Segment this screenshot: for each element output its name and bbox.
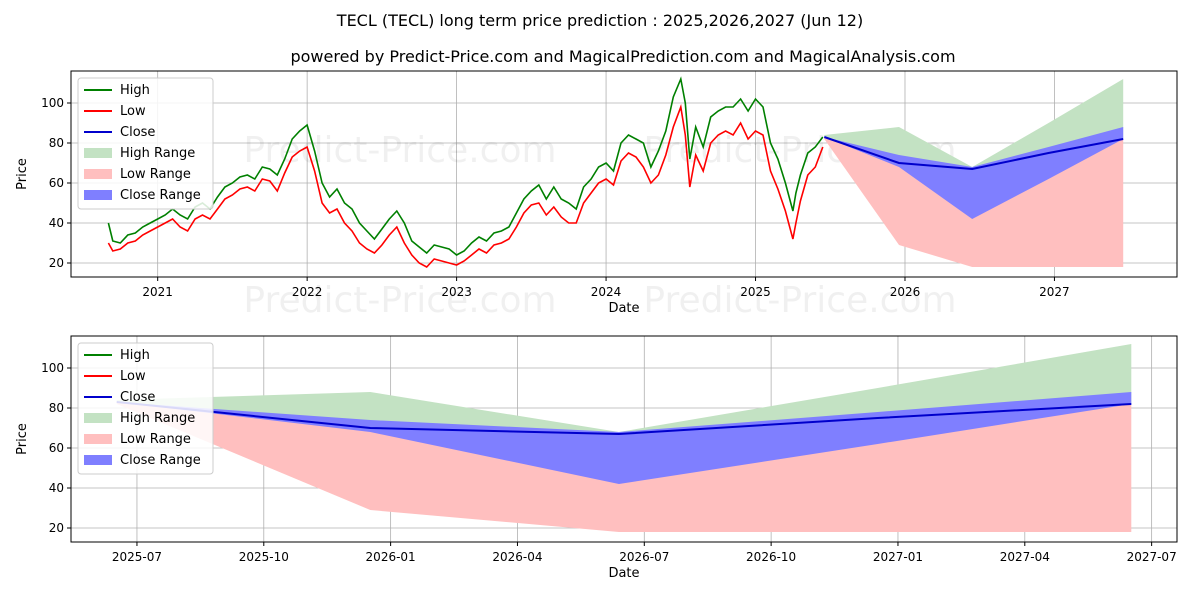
top-legend-label: High Range bbox=[120, 146, 195, 161]
bottom-high-range-area bbox=[116, 344, 1132, 434]
bottom-x-tick-label: 2027-07 bbox=[1127, 550, 1177, 564]
bottom-y-tick-label: 80 bbox=[49, 401, 64, 415]
top-legend-label: Low bbox=[120, 104, 146, 119]
chart-subtitle: powered by Predict-Price.com and Magical… bbox=[290, 47, 955, 66]
bottom-legend-swatch bbox=[84, 413, 112, 423]
top-y-tick-label: 60 bbox=[49, 176, 64, 190]
top-axes-frame bbox=[70, 70, 1178, 278]
top-x-tick-label: 2027 bbox=[1039, 285, 1070, 299]
top-y-tick-label: 80 bbox=[49, 136, 64, 150]
top-y-tick-label: 40 bbox=[49, 216, 64, 230]
top-y-tick-label: 20 bbox=[49, 256, 64, 270]
top-x-tick-label: 2024 bbox=[591, 285, 622, 299]
top-legend-swatch bbox=[84, 169, 112, 179]
bottom-legend-swatch bbox=[84, 434, 112, 444]
top-low-series bbox=[107, 103, 824, 268]
top-high-range-area bbox=[824, 79, 1124, 169]
top-legend-label: Close Range bbox=[120, 188, 201, 203]
bottom-legend-label: High bbox=[120, 348, 150, 363]
top-close-forecast-line bbox=[823, 136, 1124, 171]
top-legend-swatch bbox=[84, 148, 112, 158]
top-legend-label: Low Range bbox=[120, 167, 191, 182]
bottom-x-axis-label: Date bbox=[608, 566, 639, 581]
bottom-legend-swatch bbox=[84, 455, 112, 465]
top-watermark: Predict-Price.com bbox=[643, 280, 956, 321]
top-x-tick-label: 2021 bbox=[142, 285, 173, 299]
top-panel: Predict-Price.com Predict-Price.com Predic… bbox=[15, 70, 1178, 321]
bottom-panel: Predict-Price.comPredict-Price.com2025-0… bbox=[15, 335, 1178, 581]
bottom-x-tick-label: 2027-01 bbox=[873, 550, 923, 564]
bottom-y-tick-label: 60 bbox=[49, 441, 64, 455]
top-close-range-area bbox=[824, 127, 1124, 219]
bottom-legend-label: High Range bbox=[120, 411, 195, 426]
bottom-x-tick-label: 2026-07 bbox=[619, 550, 669, 564]
bottom-x-tick-label: 2025-07 bbox=[112, 550, 162, 564]
top-y-tick-label: 100 bbox=[41, 96, 64, 110]
bottom-axes-frame bbox=[70, 335, 1178, 543]
top-legend-swatch bbox=[84, 190, 112, 200]
top-high-series bbox=[107, 76, 824, 256]
top-y-axis-label: Price bbox=[15, 158, 30, 190]
top-watermark: Predict-Price.com bbox=[243, 280, 556, 321]
top-x-axis-label: Date bbox=[608, 301, 639, 316]
top-legend-label: Close bbox=[120, 125, 155, 140]
top-watermark: Predict-Price.com bbox=[243, 130, 556, 171]
bottom-x-tick-label: 2026-10 bbox=[746, 550, 796, 564]
bottom-close-forecast-line bbox=[116, 401, 1132, 436]
bottom-y-tick-label: 100 bbox=[41, 361, 64, 375]
bottom-legend-label: Close Range bbox=[120, 453, 201, 468]
bottom-x-tick-label: 2027-04 bbox=[1000, 550, 1050, 564]
bottom-y-axis-label: Price bbox=[15, 423, 30, 455]
top-x-tick-label: 2026 bbox=[890, 285, 921, 299]
bottom-legend: High Low Close High Range Low Range Close Ran… bbox=[77, 342, 214, 475]
bottom-y-tick-label: 40 bbox=[49, 481, 64, 495]
top-x-tick-label: 2023 bbox=[441, 285, 472, 299]
bottom-x-tick-label: 2025-10 bbox=[239, 550, 289, 564]
bottom-close-range-area bbox=[116, 392, 1132, 484]
top-x-tick-label: 2022 bbox=[292, 285, 323, 299]
bottom-y-tick-label: 20 bbox=[49, 521, 64, 535]
top-x-tick-label: 2025 bbox=[740, 285, 771, 299]
bottom-x-tick-label: 2026-04 bbox=[492, 550, 542, 564]
bottom-legend-label: Low bbox=[120, 369, 146, 384]
top-legend: High Low Close High Range Low Range Close Ran… bbox=[77, 77, 214, 210]
bottom-legend-label: Low Range bbox=[120, 432, 191, 447]
bottom-legend-label: Close bbox=[120, 390, 155, 405]
chart-title: TECL (TECL) long term price prediction :… bbox=[336, 11, 863, 30]
bottom-x-tick-label: 2026-01 bbox=[366, 550, 416, 564]
top-legend-label: High bbox=[120, 83, 150, 98]
